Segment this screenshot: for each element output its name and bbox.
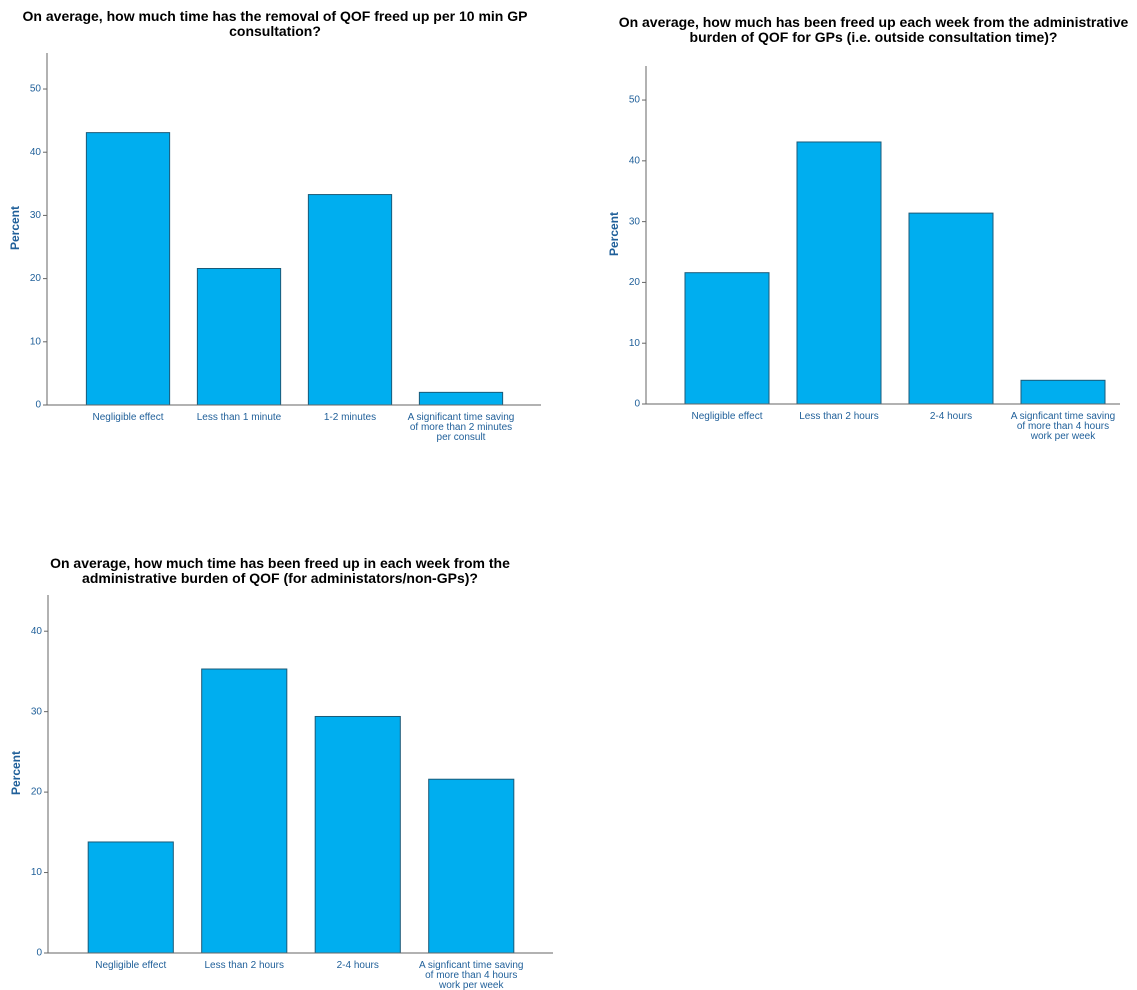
chart-title: On average, how much has been freed up e… bbox=[618, 14, 1129, 45]
y-tick-label: 10 bbox=[30, 336, 42, 347]
y-tick-label: 0 bbox=[36, 948, 42, 959]
x-tick-label: 1-2 minutes bbox=[323, 412, 377, 423]
x-tick-label: 2-4 hours bbox=[929, 411, 973, 422]
y-axis-title: Percent bbox=[8, 205, 22, 251]
x-tick-label: Less than 2 hours bbox=[204, 960, 285, 971]
bar bbox=[85, 132, 171, 406]
chart-title: On average, how much time has been freed… bbox=[50, 555, 510, 586]
y-tick-label: 50 bbox=[629, 95, 641, 106]
y-tick-label: 0 bbox=[35, 400, 41, 411]
chart-title: On average, how much time has the remova… bbox=[22, 8, 528, 39]
y-tick-label: 50 bbox=[30, 84, 42, 95]
bar bbox=[87, 841, 174, 954]
y-tick-label: 30 bbox=[31, 706, 43, 717]
bar bbox=[196, 267, 282, 406]
x-tick-label: 2-4 hours bbox=[336, 960, 379, 971]
bar bbox=[684, 272, 770, 405]
y-tick-label: 40 bbox=[30, 147, 42, 158]
bar bbox=[428, 778, 515, 954]
x-tick-label: Negligible effect bbox=[92, 412, 164, 423]
x-tick-label: A signficant time saving of more than 4 … bbox=[419, 960, 524, 990]
x-tick-label: Less than 1 minute bbox=[196, 412, 282, 423]
y-tick-label: 30 bbox=[30, 210, 42, 221]
y-tick-label: 40 bbox=[629, 155, 641, 166]
x-tick-label: Negligible effect bbox=[95, 960, 167, 971]
x-tick-label: A significant time saving of more than 2… bbox=[407, 412, 515, 443]
bar bbox=[908, 212, 994, 405]
bar bbox=[1020, 379, 1106, 405]
y-axis-title: Percent bbox=[607, 211, 621, 257]
bar bbox=[314, 715, 401, 954]
y-tick-label: 10 bbox=[31, 867, 43, 878]
x-tick-label: Negligible effect bbox=[691, 411, 763, 422]
x-tick-label: Less than 2 hours bbox=[799, 411, 879, 422]
bar bbox=[307, 194, 393, 406]
y-tick-label: 10 bbox=[629, 338, 641, 349]
y-axis-title: Percent bbox=[9, 750, 23, 796]
y-tick-label: 20 bbox=[30, 273, 42, 284]
y-tick-label: 40 bbox=[31, 626, 43, 637]
bar bbox=[418, 391, 504, 406]
y-tick-label: 30 bbox=[629, 216, 641, 227]
y-tick-label: 20 bbox=[31, 787, 43, 798]
y-tick-label: 20 bbox=[629, 277, 641, 288]
bar bbox=[796, 141, 882, 405]
bar bbox=[201, 668, 288, 954]
y-tick-label: 0 bbox=[634, 399, 640, 410]
x-tick-label: A signficant time saving of more than 4 … bbox=[1010, 411, 1116, 442]
